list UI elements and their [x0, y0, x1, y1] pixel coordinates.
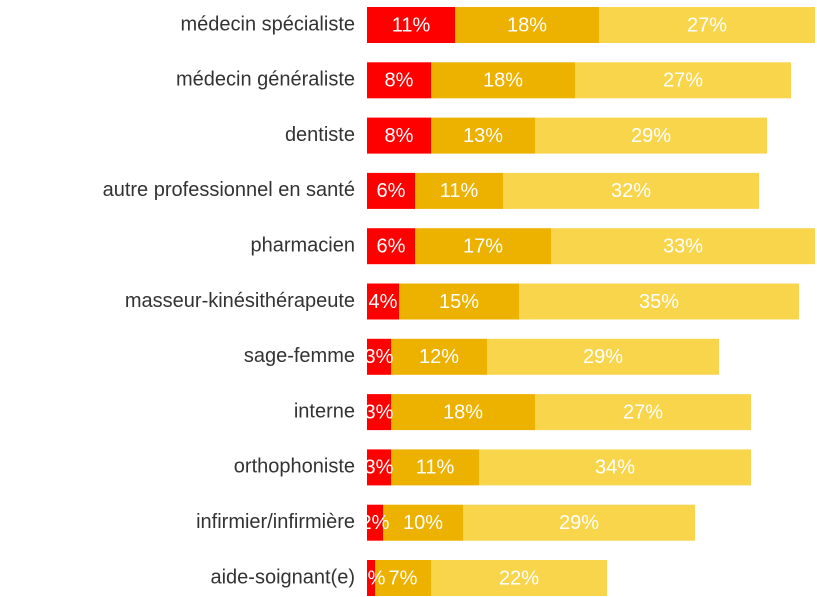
bar-segment	[375, 560, 431, 596]
value-label: 34%	[595, 457, 635, 479]
value-label: 8%	[385, 125, 414, 147]
category-label: infirmier/infirmière	[196, 511, 355, 533]
value-label: 32%	[611, 180, 651, 202]
value-label: 6%	[377, 235, 406, 257]
value-label: 27%	[663, 70, 703, 92]
bar-segment	[535, 394, 751, 431]
value-label: 3%	[365, 457, 394, 479]
value-label: 27%	[687, 14, 727, 36]
category-label: masseur-kinésithérapeute	[125, 290, 355, 312]
value-label: 29%	[559, 512, 599, 534]
bar-segment	[431, 560, 607, 596]
category-label: médecin spécialiste	[180, 13, 355, 35]
value-label: 29%	[631, 125, 671, 147]
category-label: orthophoniste	[234, 456, 355, 478]
value-label: 8%	[385, 70, 414, 92]
bar-segment	[391, 394, 535, 431]
bar-segment	[551, 228, 815, 265]
category-label: dentiste	[285, 124, 355, 146]
value-label: 12%	[419, 346, 459, 368]
value-label: 3%	[365, 401, 394, 423]
value-label: 10%	[403, 512, 443, 534]
bar-segment	[367, 394, 391, 431]
value-label: 17%	[463, 235, 503, 257]
bar-segment	[479, 449, 751, 486]
bar-segment	[599, 7, 815, 43]
value-label: 1%	[357, 567, 386, 589]
bar-segment	[391, 338, 487, 375]
bar-segment	[367, 504, 383, 541]
bar-segment	[455, 7, 599, 43]
value-label: 18%	[483, 70, 523, 92]
category-label: autre professionnel en santé	[103, 179, 355, 201]
value-label: 4%	[369, 291, 398, 313]
value-label: 27%	[623, 401, 663, 423]
value-label: 13%	[463, 125, 503, 147]
bar-segment	[431, 62, 575, 99]
category-label: pharmacien	[250, 234, 355, 256]
bar-segment	[519, 283, 799, 320]
value-label: 22%	[499, 567, 539, 589]
bar-segment	[431, 117, 535, 154]
value-label: 6%	[377, 180, 406, 202]
value-label: 29%	[583, 346, 623, 368]
bar-segment	[367, 117, 431, 154]
bar-segment	[575, 62, 791, 99]
bar-segment	[463, 504, 695, 541]
category-label: interne	[294, 400, 355, 422]
value-label: 11%	[416, 457, 455, 479]
bar-segment	[367, 7, 455, 43]
value-label: 2%	[361, 512, 390, 534]
bar-segment	[367, 62, 431, 99]
value-label: 33%	[663, 235, 703, 257]
value-label: 7%	[389, 567, 418, 589]
bar-segment	[383, 504, 463, 541]
bar-segment	[367, 449, 391, 486]
value-label: 3%	[365, 346, 394, 368]
bar-segment	[503, 172, 759, 209]
bar-segment	[367, 338, 391, 375]
value-label: 11%	[392, 14, 431, 36]
bar-segment	[391, 449, 479, 486]
bar-segment	[487, 338, 719, 375]
bar-segment	[367, 560, 375, 596]
category-label: aide-soignant(e)	[210, 566, 355, 588]
bar-segment	[367, 228, 415, 265]
category-label: médecin généraliste	[176, 69, 355, 91]
bar-segment	[415, 172, 503, 209]
value-label: 35%	[639, 291, 679, 313]
bar-segment	[415, 228, 551, 265]
value-label: 11%	[440, 180, 479, 202]
value-label: 18%	[443, 401, 483, 423]
bar-segment	[367, 283, 399, 320]
bar-segment	[399, 283, 519, 320]
bar-segment	[367, 172, 415, 209]
value-label: 15%	[439, 291, 479, 313]
category-label: sage-femme	[244, 345, 355, 367]
bar-segment	[535, 117, 767, 154]
value-label: 18%	[507, 14, 547, 36]
